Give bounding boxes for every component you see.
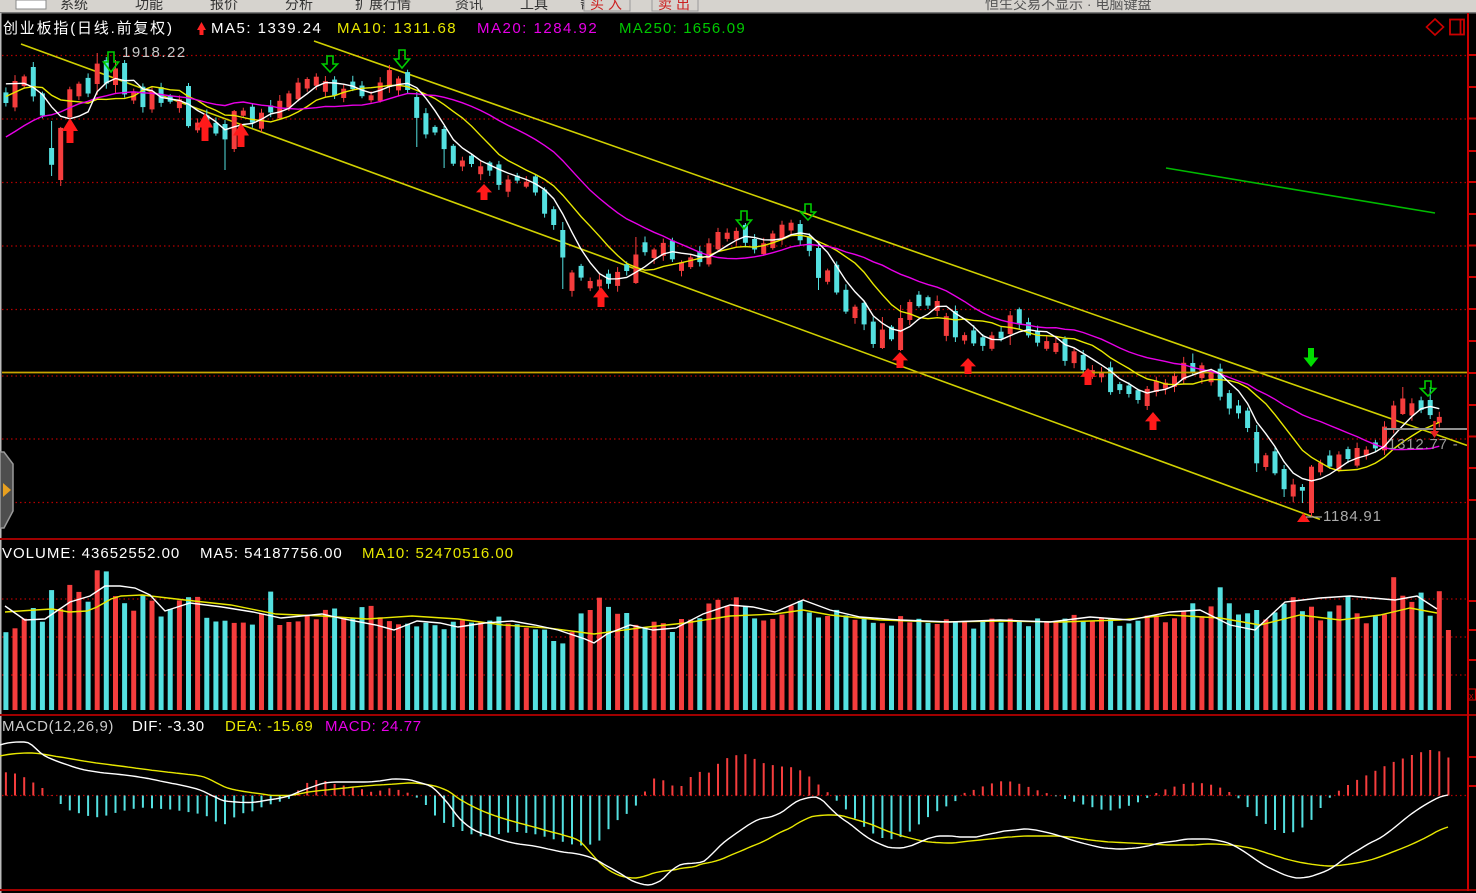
svg-text:VOLUME: 43652552.00: VOLUME: 43652552.00 [2, 545, 180, 562]
svg-text:分析: 分析 [285, 0, 313, 12]
svg-text:创业板指(日线.前复权): 创业板指(日线.前复权) [3, 19, 174, 37]
svg-text:DIF: -3.30: DIF: -3.30 [132, 718, 205, 735]
svg-text:DEA: -15.69: DEA: -15.69 [225, 718, 313, 735]
svg-text:买入: 买入 [590, 0, 626, 12]
svg-text:MA20: 1284.92: MA20: 1284.92 [477, 20, 598, 37]
svg-text:MA5: 54187756.00: MA5: 54187756.00 [200, 545, 343, 562]
svg-text:工具: 工具 [520, 0, 548, 12]
svg-text:资讯: 资讯 [455, 0, 483, 12]
svg-text:MACD: 24.77: MACD: 24.77 [325, 718, 422, 735]
svg-text:功能: 功能 [135, 0, 163, 12]
svg-text:扩展行情: 扩展行情 [355, 0, 411, 12]
svg-text:1918.22: 1918.22 [122, 44, 187, 61]
svg-text:报价: 报价 [210, 0, 238, 12]
svg-text:MACD(12,26,9): MACD(12,26,9) [2, 718, 114, 735]
svg-text:恒生交易不显示 · 电脑键盘: 恒生交易不显示 · 电脑键盘 [985, 0, 1151, 12]
svg-text:MA5: 1339.24: MA5: 1339.24 [211, 20, 322, 37]
svg-text:MA250: 1656.09: MA250: 1656.09 [619, 20, 746, 37]
svg-text:1184.91: 1184.91 [1323, 508, 1382, 525]
svg-text:MA10: 1311.68: MA10: 1311.68 [337, 20, 457, 37]
svg-text:1312.77 -: 1312.77 - [1388, 436, 1459, 453]
svg-text:卖出: 卖出 [658, 0, 694, 12]
svg-text:x: x [1469, 691, 1474, 701]
svg-text:MA10: 52470516.00: MA10: 52470516.00 [362, 545, 514, 562]
svg-text:系统: 系统 [60, 0, 88, 12]
